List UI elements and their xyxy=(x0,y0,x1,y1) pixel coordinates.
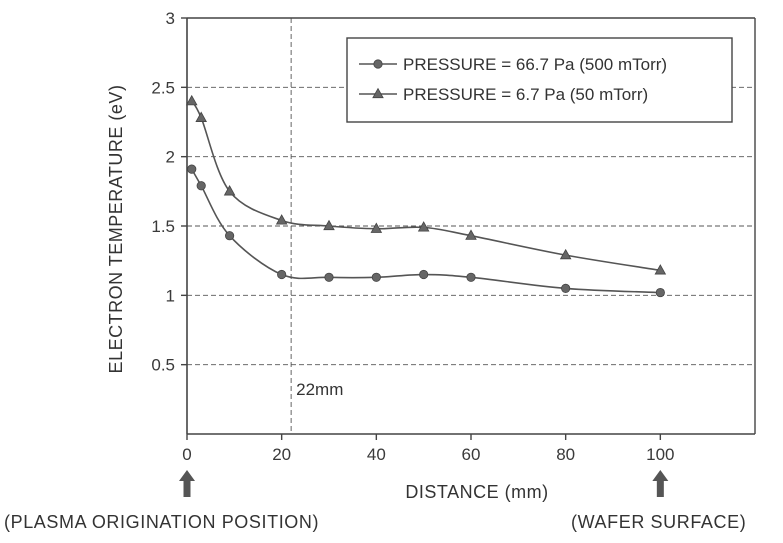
x-tick-label: 0 xyxy=(182,445,191,464)
y-axis-label: ELECTRON TEMPERATURE (eV) xyxy=(106,85,126,374)
legend: PRESSURE = 66.7 Pa (500 mTorr) PRESSURE =… xyxy=(346,37,733,123)
x-tick-label: 40 xyxy=(367,445,386,464)
y-tick-label: 2.5 xyxy=(151,78,175,97)
series-1-point xyxy=(419,269,429,280)
series-1-point xyxy=(466,272,476,282)
series-2-point xyxy=(223,185,236,196)
series-1-point xyxy=(187,164,197,174)
series-2-point xyxy=(559,248,572,260)
series-2-point xyxy=(465,229,477,240)
series-group xyxy=(185,94,667,298)
series-2-line xyxy=(191,100,661,272)
series-2-point xyxy=(195,111,207,122)
series-2-point xyxy=(654,264,667,275)
series-2-point xyxy=(185,94,198,106)
axes xyxy=(181,17,756,440)
legend-swatch-marker-1 xyxy=(373,59,383,69)
series-1-point xyxy=(196,181,206,191)
tick-labels: 0.5 1 1.5 2 2.5 3 0 20 40 60 80 100 xyxy=(151,9,674,464)
legend-swatch-marker-2 xyxy=(372,87,384,99)
up-arrow-icon xyxy=(652,470,669,497)
series-2-point xyxy=(370,222,383,233)
series-1-point xyxy=(371,272,381,282)
y-tick-label: 1 xyxy=(166,286,175,305)
legend-label-1: PRESSURE = 66.7 Pa (500 mTorr) xyxy=(403,55,667,74)
x-tick-label: 100 xyxy=(646,445,674,464)
y-tick-label: 0.5 xyxy=(151,356,175,375)
x-axis-label: DISTANCE (mm) xyxy=(405,482,548,502)
series-1-point xyxy=(561,283,571,293)
series-2-point xyxy=(417,221,430,232)
legend-box xyxy=(346,37,733,123)
series-2-point xyxy=(275,214,288,225)
annotation-label: 22mm xyxy=(296,380,343,399)
x-tick-label: 80 xyxy=(556,445,575,464)
x-tick-label: 20 xyxy=(272,445,291,464)
series-1-point xyxy=(655,287,665,298)
series-1-line xyxy=(191,168,661,294)
x-tick-label: 60 xyxy=(462,445,481,464)
wafer-surface-note: (WAFER SURFACE) xyxy=(571,512,747,532)
y-tick-label: 3 xyxy=(166,9,175,28)
series-1-point xyxy=(225,231,235,241)
series-2-point xyxy=(323,219,335,231)
plasma-origin-note: (PLASMA ORIGINATION POSITION) xyxy=(4,512,320,532)
up-arrow-icon xyxy=(179,470,195,497)
series-1-point xyxy=(324,272,334,282)
annotation-22mm: 22mm xyxy=(290,18,343,434)
y-tick-label: 2 xyxy=(166,148,175,167)
y-tick-label: 1.5 xyxy=(151,217,175,236)
series-1-point xyxy=(277,269,287,280)
grid-lines xyxy=(187,86,755,366)
position-arrows xyxy=(179,470,669,497)
legend-label-2: PRESSURE = 6.7 Pa (50 mTorr) xyxy=(403,85,648,104)
